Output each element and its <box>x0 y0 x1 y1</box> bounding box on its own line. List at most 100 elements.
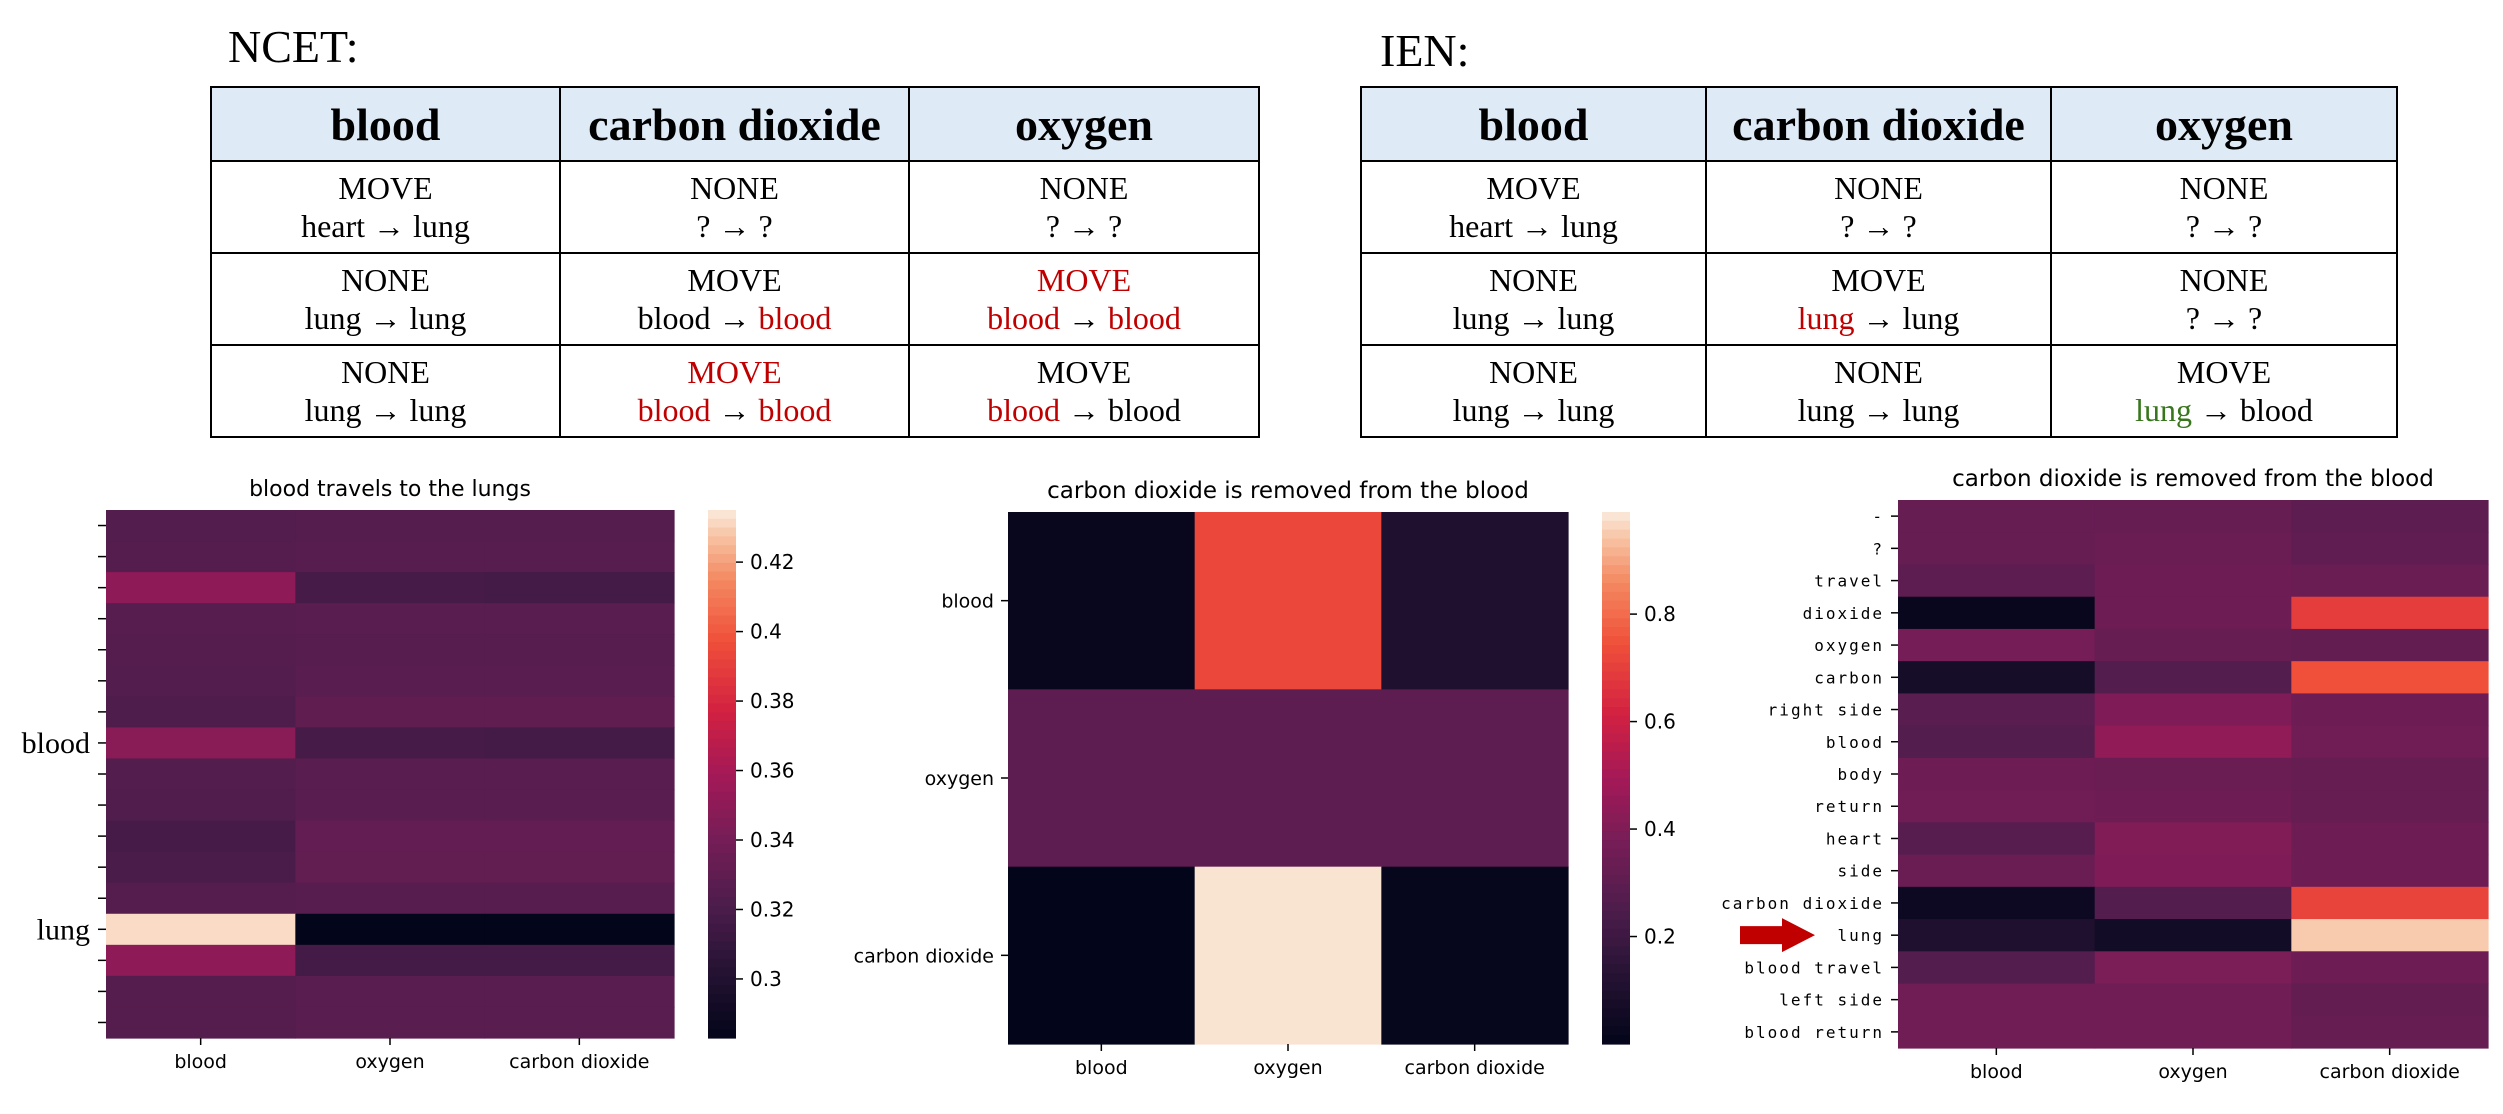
heatmap-cell <box>2291 983 2489 1017</box>
colorbar-segment <box>708 809 736 819</box>
heatmap-cell <box>2094 1015 2292 1049</box>
heatmap-cell <box>2291 951 2489 985</box>
state-cell: MOVE blood → blood <box>908 344 1260 438</box>
colorbar-segment <box>708 1020 736 1030</box>
heatmap-cell <box>2291 790 2489 823</box>
arrow-symbol: → <box>1854 300 1903 336</box>
heatmap-cell <box>295 696 486 729</box>
colorbar-segment <box>708 510 736 520</box>
heatmap-cell <box>295 975 486 1008</box>
table-row: MOVE heart → lung NONE? → ? NONE? → ? <box>1360 160 2398 254</box>
state-to: blood <box>758 300 832 336</box>
state-to: lung <box>1902 392 1960 428</box>
heatmap-cell <box>1898 854 2096 888</box>
state-from: lung <box>1452 392 1510 428</box>
state-from: blood <box>637 300 711 336</box>
heatmap-cell <box>2094 983 2292 1017</box>
state-cell: NONE? → ? <box>2050 160 2398 254</box>
colorbar-tick-label: 0.38 <box>750 689 795 713</box>
state-to: ? <box>1902 208 1917 244</box>
colorbar-segment <box>1602 751 1630 761</box>
heatmap-cell <box>2291 500 2489 533</box>
heatmap-cell <box>484 820 675 853</box>
heatmap-cell <box>1381 689 1569 868</box>
colorbar-tick-label: 0.34 <box>750 828 795 852</box>
colorbar-tick-label: 0.42 <box>750 550 795 574</box>
heatmap-cell <box>484 634 675 666</box>
heatmap-cell <box>2094 725 2292 759</box>
colorbar-segment <box>708 958 736 969</box>
heatmap-cell <box>295 727 486 760</box>
state-to: lung <box>1557 392 1615 428</box>
colorbar-segment <box>708 554 736 564</box>
colorbar-segment <box>1602 786 1630 797</box>
state-to: lung <box>409 392 467 428</box>
colorbar-tick-label: 0.3 <box>750 967 782 991</box>
column-header: carbon dioxide <box>559 86 910 162</box>
heatmap-cell <box>2094 951 2292 985</box>
arrow-symbol: → <box>710 208 759 244</box>
state-from: lung <box>304 392 362 428</box>
colorbar-segment <box>708 791 736 801</box>
state-to: blood <box>758 392 832 428</box>
colorbar-segment <box>1602 618 1630 628</box>
heatmap-cell <box>295 572 486 604</box>
colorbar-segment <box>708 1011 736 1021</box>
state-from: blood <box>987 392 1060 428</box>
colorbar-segment <box>708 994 736 1004</box>
colorbar-segment <box>1602 964 1630 974</box>
state-to: lung <box>409 300 467 336</box>
heatmap-cell <box>106 820 296 853</box>
state-from: heart <box>1449 208 1514 244</box>
table-row: NONE lung → lung MOVE lung → lung NONE? → ? <box>1360 252 2398 346</box>
colorbar-segment <box>1602 999 1630 1010</box>
colorbar-segment <box>708 888 736 898</box>
ien-table: blood carbon dioxide oxygen MOVE heart → lun… <box>1360 86 2398 438</box>
colorbar-segment <box>1602 645 1630 655</box>
y-tick-label: travel <box>1814 572 1884 591</box>
colorbar-segment <box>708 1029 736 1039</box>
state-cell: NONE lung → lung <box>1705 344 2052 438</box>
state-to: blood <box>1108 392 1181 428</box>
heatmap-cell <box>2094 693 2292 727</box>
state-action: MOVE <box>2176 354 2272 390</box>
heatmap-cell <box>2291 757 2489 791</box>
column-header: oxygen <box>908 86 1260 162</box>
state-to: lung <box>1902 300 1960 336</box>
colorbar-segment <box>1602 689 1630 699</box>
heatmap-cell <box>2291 661 2489 695</box>
colorbar-segment <box>708 571 736 581</box>
y-tick-label: - <box>1872 507 1884 526</box>
state-from: ? <box>1840 208 1855 244</box>
heatmap-cell <box>1898 532 2096 566</box>
colorbar-segment <box>708 985 736 995</box>
state-action: MOVE <box>687 354 782 390</box>
colorbar-segment <box>708 818 736 828</box>
colorbar-segment <box>1602 636 1630 646</box>
colorbar-segment <box>1602 902 1630 912</box>
heatmap-cell <box>106 634 296 666</box>
table-row: MOVE heart → lung NONE? → ? NONE? → ? <box>210 160 1260 254</box>
colorbar-segment <box>1602 600 1630 611</box>
colorbar-segment <box>708 835 736 845</box>
heatmap-cell <box>106 696 296 729</box>
column-header: carbon dioxide <box>1705 86 2052 162</box>
ncet-table: blood carbon dioxide oxygen MOVE heart → lun… <box>210 86 1260 438</box>
y-tick-label: oxygen <box>925 768 994 790</box>
state-from: ? <box>1045 208 1060 244</box>
colorbar-segment <box>708 589 736 599</box>
heatmap-cell <box>106 510 296 542</box>
arrow-symbol: → <box>1854 392 1903 428</box>
colorbar-segment <box>708 659 736 669</box>
colorbar-segment <box>708 862 736 872</box>
heatmap-cell <box>106 913 296 946</box>
state-cell: NONE? → ? <box>559 160 910 254</box>
heatmap-cell <box>106 1006 296 1039</box>
arrow-symbol: → <box>1060 300 1108 336</box>
colorbar-segment <box>708 800 736 810</box>
colorbar-segment <box>708 703 736 713</box>
state-to: lung <box>413 208 470 244</box>
state-from: blood <box>987 300 1060 336</box>
colorbar-segment <box>1602 990 1630 1001</box>
arrow-symbol: → <box>1060 208 1108 244</box>
